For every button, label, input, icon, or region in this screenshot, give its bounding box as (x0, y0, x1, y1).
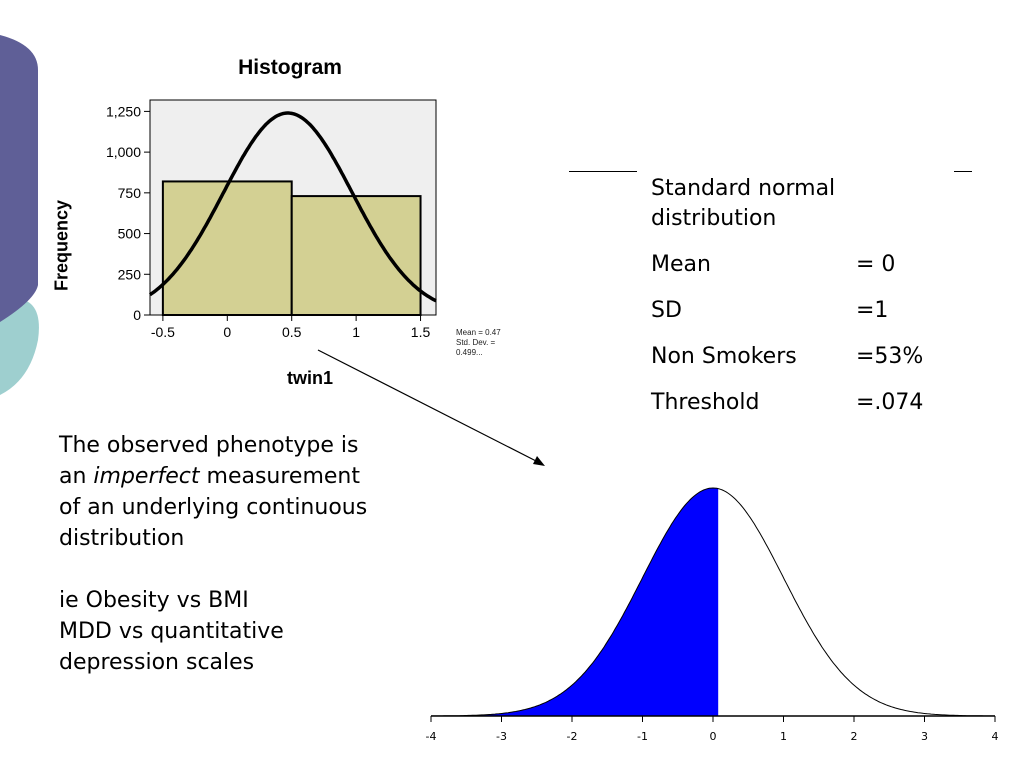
histogram-x-tick-label: 1.5 (411, 324, 431, 340)
info-label: Threshold (651, 390, 760, 415)
info-value: = 0 (856, 252, 896, 277)
histogram-y-tick-label: 1,000 (106, 144, 141, 160)
info-row-mean: Mean = 0 (651, 250, 981, 280)
info-label: SD (651, 298, 682, 323)
histogram-y-tick-label: 250 (118, 266, 142, 282)
normal-distribution-chart: -4 -3 -2 -1 0 1 2 3 4 (426, 487, 999, 743)
normal-shaded-area (431, 488, 719, 716)
info-value: =53% (856, 344, 924, 369)
normal-x-tick-label: -4 (426, 730, 437, 743)
histogram-x-axis-label: twin1 (286, 368, 333, 388)
histogram-y-tick-label: 750 (118, 185, 142, 201)
normal-x-tick-label: -2 (567, 730, 578, 743)
body-line-7: depression scales (59, 650, 255, 675)
normal-x-tick-label: 1 (780, 730, 787, 743)
body-line-2: an imperfect measurement (59, 461, 439, 492)
normal-x-tick-label: -3 (496, 730, 507, 743)
info-row-threshold: Threshold =.074 (651, 388, 981, 418)
histogram-stat-sd-label: Std. Dev. = (456, 338, 496, 347)
decoration-purple-shape (0, 35, 38, 322)
histogram-bar (161, 180, 293, 316)
histogram-x-tick-label: -0.5 (151, 324, 175, 340)
normal-curve (431, 487, 995, 717)
histogram-x-tick-label: 1 (352, 324, 360, 340)
body-text: The observed phenotype is an imperfect m… (59, 430, 439, 678)
normal-x-tick-label: -1 (637, 730, 648, 743)
histogram-stat-sd-value: 0.499... (456, 348, 483, 357)
body-line-4: distribution (59, 526, 185, 551)
body-line-2-pre: an (59, 464, 94, 489)
histogram-x-tick-label: 0.5 (282, 324, 302, 340)
body-line-3: of an underlying continuous (59, 495, 368, 520)
body-line-5: ie Obesity vs BMI (59, 588, 249, 613)
histogram-y-tick-label: 500 (118, 226, 142, 242)
normal-x-tick-label: 4 (992, 730, 999, 743)
histogram-y-tick-label: 0 (133, 307, 141, 323)
info-heading-line-2: distribution (651, 206, 777, 231)
histogram-stat-mean: Mean = 0.47 (456, 328, 501, 337)
histogram-chart: Histogram Frequency 0 250 500 750 1,000 1,250… (40, 50, 540, 400)
normal-x-tick-label: 3 (921, 730, 928, 743)
histogram-plot: 0 250 500 750 1,000 1,250 -0.5 0 0.5 1 1.5 (106, 99, 437, 340)
histogram-stats-box: Mean = 0.47 Std. Dev. = 0.499... (456, 328, 536, 358)
histogram-bar (290, 195, 422, 316)
histogram-title: Histogram (238, 56, 342, 79)
info-row-sd: SD =1 (651, 296, 981, 326)
info-label: Mean (651, 252, 711, 277)
info-rule-left (569, 171, 637, 172)
info-row-non-smokers: Non Smokers =53% (651, 342, 981, 372)
histogram-normal-curve (148, 111, 437, 303)
info-label: Non Smokers (651, 344, 797, 369)
connector-arrow-head (533, 456, 545, 466)
info-rule-right (954, 171, 972, 172)
histogram-x-tick-label: 0 (223, 324, 231, 340)
slide-decoration (0, 35, 39, 395)
info-value: =.074 (856, 390, 924, 415)
body-line-2-post: measurement (199, 464, 361, 489)
normal-x-tick-label: 2 (851, 730, 858, 743)
body-line-6: MDD vs quantitative (59, 619, 284, 644)
info-heading: Standard normal distribution (651, 174, 981, 234)
decoration-teal-shape (0, 298, 39, 395)
body-line-2-italic: imperfect (93, 464, 200, 489)
distribution-info: Standard normal distribution Mean = 0 SD… (651, 174, 981, 434)
body-spacer (59, 554, 439, 585)
body-line-1: The observed phenotype is (59, 433, 359, 458)
info-heading-line-1: Standard normal (651, 176, 836, 201)
info-value: =1 (856, 298, 889, 323)
histogram-y-tick-label: 1,250 (106, 103, 141, 119)
normal-x-tick-label: 0 (710, 730, 717, 743)
